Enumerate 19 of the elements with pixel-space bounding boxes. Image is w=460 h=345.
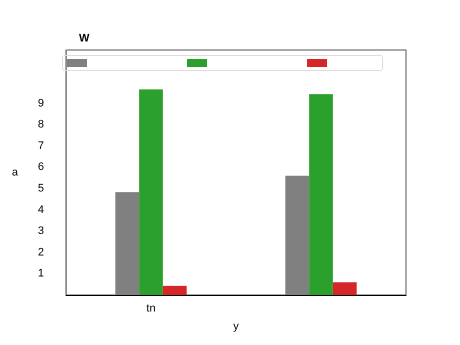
bar: [332, 282, 357, 295]
y-tick-label: 6: [38, 161, 44, 174]
y-tick-label: 1: [38, 268, 44, 280]
y-tick-label: 8: [38, 118, 44, 131]
y-axis-title: a: [12, 166, 19, 178]
y-tick-label: 3: [38, 225, 44, 238]
chart-title: W: [79, 32, 90, 44]
bar: [115, 192, 140, 295]
bar: [162, 286, 187, 295]
x-tick-label: tn: [146, 302, 156, 314]
bar: [309, 94, 333, 295]
x-axis-title: y: [233, 320, 240, 332]
bar: [139, 89, 163, 295]
y-tick-label: 9: [38, 97, 44, 110]
y-tick-label: 7: [38, 140, 44, 152]
y-tick-label: 5: [38, 182, 44, 194]
bar: [285, 176, 310, 295]
y-tick-label: 2: [38, 246, 44, 258]
y-tick-label: 4: [38, 204, 44, 216]
